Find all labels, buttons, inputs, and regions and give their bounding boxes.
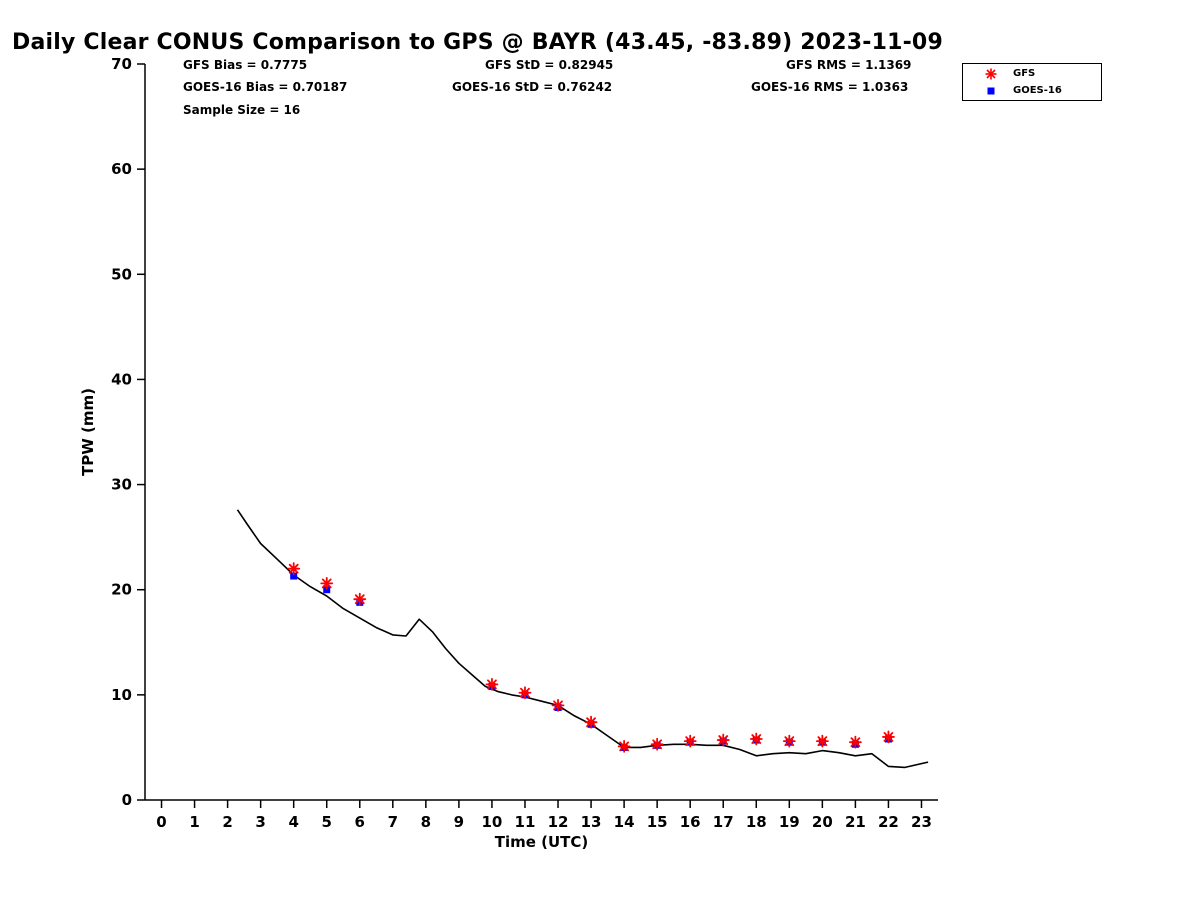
gfs-marker (518, 686, 532, 700)
gfs-marker-line (685, 736, 696, 747)
gfs-marker (584, 715, 598, 729)
gfs-marker (882, 730, 895, 744)
y-tick-label: 10 (111, 686, 132, 704)
x-axis-label: Time (UTC) (495, 833, 589, 851)
x-tick-label: 1 (189, 813, 199, 831)
x-tick-label: 4 (288, 813, 298, 831)
stat-gfs-rms: GFS RMS = 1.1369 (786, 58, 912, 72)
y-tick-label: 60 (111, 160, 132, 178)
y-axis-label: TPW (mm) (79, 388, 97, 476)
stat-gfs-std: GFS StD = 0.82945 (485, 58, 614, 72)
y-tick-label: 20 (111, 581, 132, 599)
x-tick-label: 9 (454, 813, 464, 831)
gfs-marker-line (652, 739, 663, 750)
gfs-marker-line (619, 741, 630, 752)
stat-goes16-rms: GOES-16 RMS = 1.0363 (751, 80, 909, 94)
goes16-square-icon (987, 87, 995, 94)
x-tick-label: 15 (647, 813, 668, 831)
x-tick-label: 21 (845, 813, 866, 831)
stat-goes16-bias: GOES-16 Bias = 0.70187 (183, 80, 348, 94)
stat-sample-size: Sample Size = 16 (183, 103, 301, 117)
x-tick-label: 11 (515, 813, 536, 831)
y-tick-label: 30 (111, 476, 132, 494)
stat-goes16-std: GOES-16 StD = 0.76242 (452, 80, 613, 94)
x-tick-label: 5 (322, 813, 332, 831)
y-tick-label: 0 (122, 791, 132, 809)
gps-line (236, 509, 929, 769)
x-tick-label: 18 (746, 813, 767, 831)
x-tick-label: 2 (222, 813, 232, 831)
gfs-marker (749, 732, 763, 746)
gfs-marker (848, 735, 862, 749)
gfs-marker-line (718, 735, 729, 745)
gfs-asterisk-icon (985, 68, 997, 79)
gfs-marker (617, 739, 631, 753)
gfs-marker-line (354, 594, 365, 605)
goes16-marker (290, 572, 298, 580)
x-tick-label: 8 (421, 813, 431, 831)
legend-item-goes16: GOES-16 (963, 82, 1101, 99)
gfs-marker-line (883, 732, 894, 742)
gfs-marker (782, 734, 796, 748)
gfs-marker-line (487, 679, 497, 690)
gfs-marker-line (850, 737, 861, 748)
x-tick-label: 20 (812, 813, 833, 831)
legend-label-gfs: GFS (1013, 68, 1036, 79)
x-tick-label: 10 (482, 813, 503, 831)
gfs-marker (683, 734, 697, 748)
y-tick-label: 50 (111, 265, 132, 283)
gfs-marker-line (817, 736, 828, 747)
gfs-marker-line (784, 736, 795, 747)
gfs-marker (815, 734, 829, 748)
legend-item-gfs: GFS (963, 65, 1101, 82)
chart-title: Daily Clear CONUS Comparison to GPS @ BA… (12, 30, 943, 55)
gfs-marker (287, 562, 301, 576)
gfs-marker-line (553, 700, 563, 711)
legend-label-goes16: GOES-16 (1013, 85, 1062, 96)
x-tick-label: 16 (680, 813, 701, 831)
x-tick-label: 13 (581, 813, 602, 831)
gfs-marker-line (321, 578, 332, 589)
gfs-marker (716, 733, 730, 747)
x-tick-label: 19 (779, 813, 800, 831)
gfs-marker (551, 698, 565, 712)
gfs-marker-line (586, 717, 596, 728)
x-tick-label: 6 (355, 813, 365, 831)
y-tick-label: 40 (111, 370, 132, 388)
x-tick-label: 3 (255, 813, 265, 831)
x-tick-label: 7 (388, 813, 398, 831)
gfs-marker (485, 677, 499, 691)
gfs-marker (353, 592, 367, 606)
x-tick-label: 17 (713, 813, 734, 831)
gfs-marker-line (751, 734, 762, 744)
gfs-marker-line (520, 687, 530, 698)
legend: GFS GOES-16 (962, 63, 1102, 101)
stat-gfs-bias: GFS Bias = 0.7775 (183, 58, 308, 72)
y-tick-label: 70 (111, 55, 132, 73)
gfs-marker (650, 737, 664, 751)
x-tick-label: 22 (878, 813, 899, 831)
gfs-marker (320, 577, 334, 590)
x-tick-label: 14 (614, 813, 635, 831)
x-tick-label: 0 (156, 813, 166, 831)
x-tick-label: 23 (911, 813, 932, 831)
gfs-marker-line (288, 563, 299, 574)
x-tick-label: 12 (548, 813, 569, 831)
